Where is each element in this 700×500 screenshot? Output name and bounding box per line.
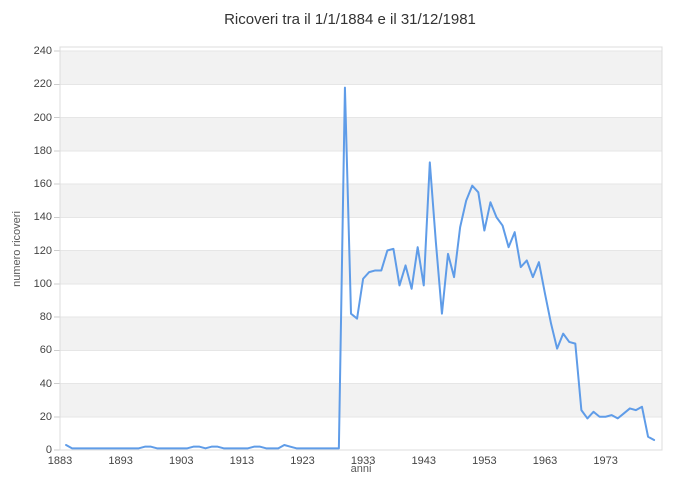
y-tick-label: 80 bbox=[39, 311, 52, 323]
x-tick-label: 1943 bbox=[411, 455, 436, 467]
plot-border bbox=[59, 46, 663, 451]
plot-band bbox=[60, 416, 662, 450]
plot-band bbox=[60, 84, 662, 118]
plot-band bbox=[60, 350, 662, 384]
y-tick-label: 100 bbox=[33, 277, 52, 290]
plot-band bbox=[60, 184, 662, 218]
plot-band bbox=[60, 383, 662, 417]
y-tick-label: 60 bbox=[39, 344, 52, 357]
y-tick-label: 120 bbox=[33, 244, 52, 257]
plot-band bbox=[60, 117, 662, 151]
x-tick-label: 1953 bbox=[472, 455, 497, 467]
y-tick-label: 200 bbox=[33, 111, 52, 124]
x-tick-label: 1933 bbox=[350, 455, 376, 467]
x-tick-label: 1913 bbox=[229, 455, 255, 467]
y-tick-label: 0 bbox=[45, 444, 52, 456]
x-tick-label: 1893 bbox=[108, 455, 133, 467]
x-tick-label: 1963 bbox=[532, 455, 558, 467]
y-tick-label: 140 bbox=[33, 211, 52, 224]
y-tick-label: 160 bbox=[33, 178, 52, 190]
x-tick-label: 1973 bbox=[593, 455, 618, 467]
x-tick-label: 1883 bbox=[47, 455, 73, 467]
chart-title: Ricoveri tra il 1/1/1884 e il 31/12/1981 bbox=[224, 11, 476, 28]
y-tick-label: 220 bbox=[33, 78, 52, 91]
plot-band bbox=[60, 217, 662, 251]
y-tick-label: 180 bbox=[33, 144, 52, 157]
plot-band bbox=[60, 250, 662, 284]
y-tick-label: 240 bbox=[33, 45, 52, 57]
y-tick-label: 40 bbox=[39, 377, 52, 390]
y-axis-title: numero ricoveri bbox=[11, 211, 23, 287]
x-axis-title: anni bbox=[350, 463, 372, 475]
x-tick-label: 1923 bbox=[290, 455, 315, 467]
data-line bbox=[65, 86, 656, 450]
y-tick-label: 20 bbox=[39, 410, 52, 423]
plot-band bbox=[60, 317, 662, 351]
x-tick-label: 1903 bbox=[168, 455, 194, 467]
plot-band bbox=[60, 51, 662, 85]
plot-band bbox=[60, 150, 662, 184]
